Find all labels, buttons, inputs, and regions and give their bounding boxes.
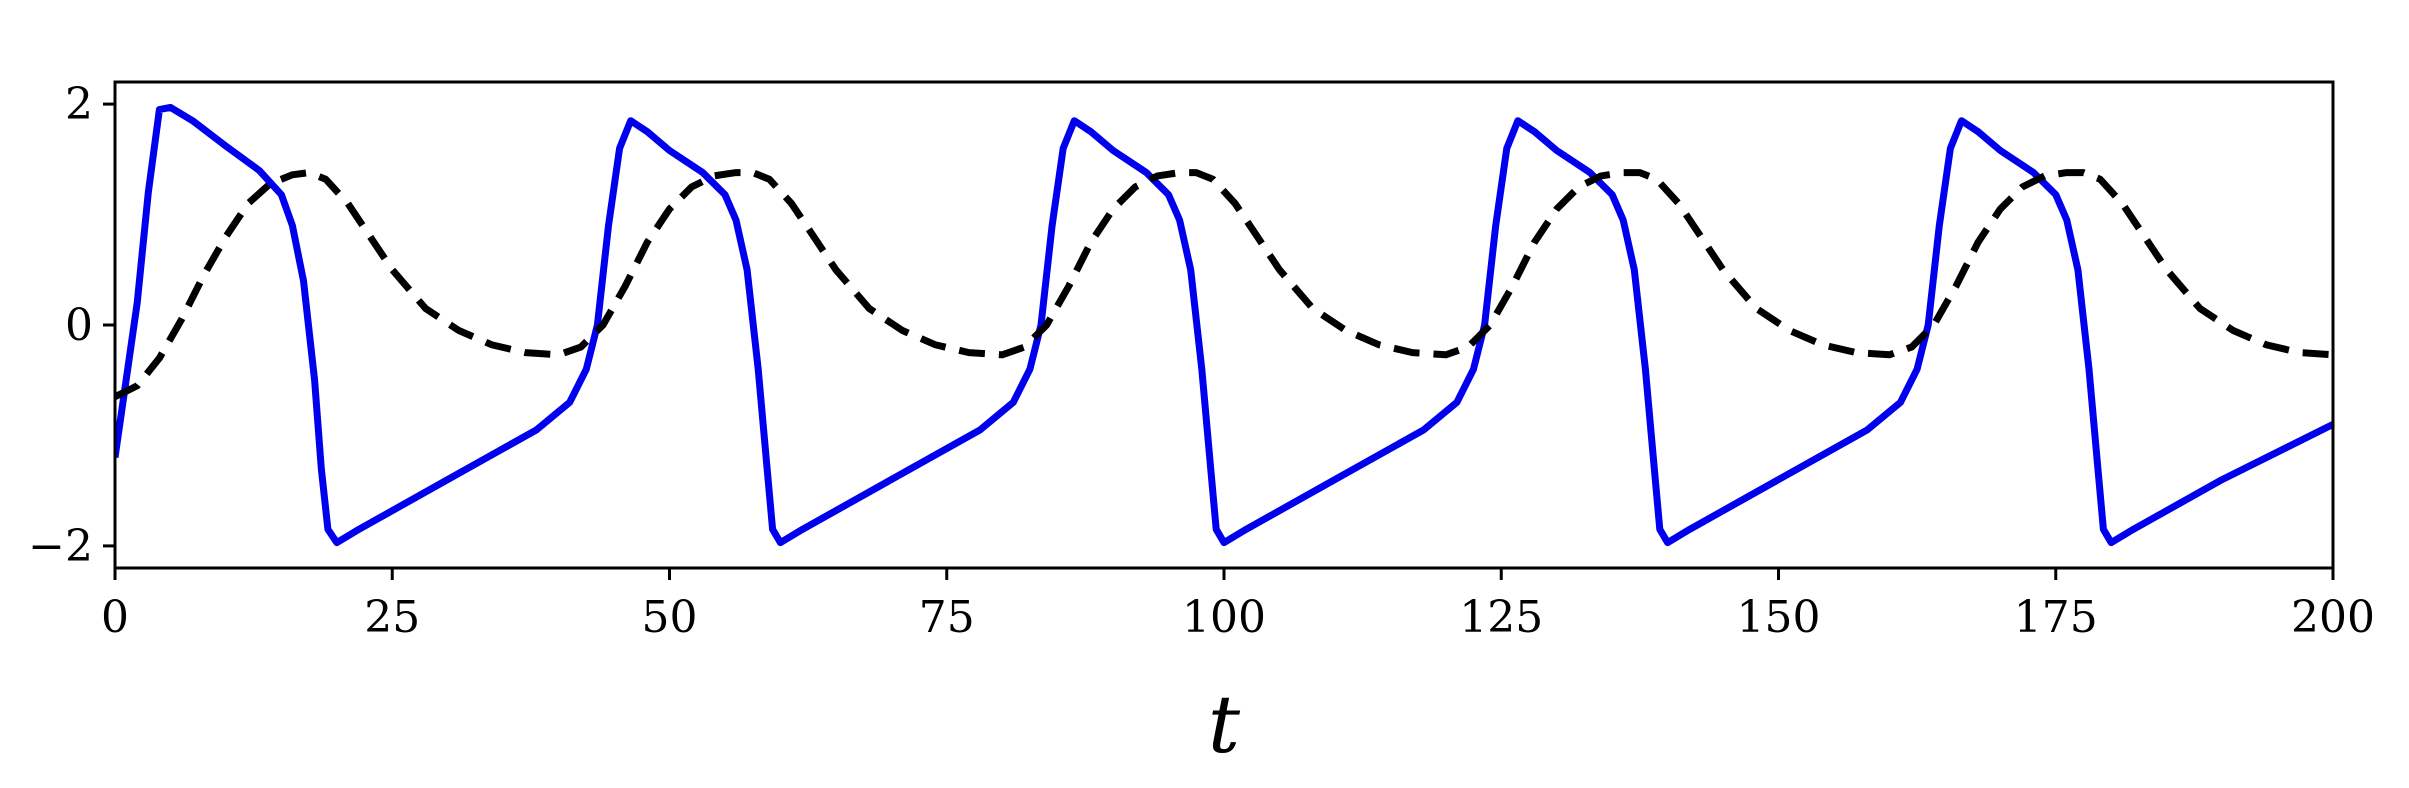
x-tick-label: 175 (2014, 592, 2098, 643)
x-tick-label: 125 (1459, 592, 1543, 643)
x-tick-label: 0 (101, 592, 129, 643)
x-tick-label: 200 (2291, 592, 2375, 643)
x-axis-title: t (1208, 678, 1241, 771)
series-line-solid (115, 103, 2333, 547)
y-tick-label: 2 (65, 79, 93, 130)
x-tick-label: 100 (1182, 592, 1266, 643)
x-tick-label: 150 (1737, 592, 1821, 643)
y-tick-label: 0 (65, 300, 93, 351)
series-line-dashed (115, 169, 2333, 400)
axis-ticks: 0 25 50 75 100 125 150 175 200−202 (28, 79, 2375, 643)
x-tick-label: 25 (364, 592, 420, 643)
plot-area (115, 103, 2333, 547)
x-tick-label: 75 (919, 592, 975, 643)
x-tick-label: 50 (642, 592, 698, 643)
plot-frame (113, 80, 2335, 570)
y-tick-label: −2 (28, 521, 93, 572)
